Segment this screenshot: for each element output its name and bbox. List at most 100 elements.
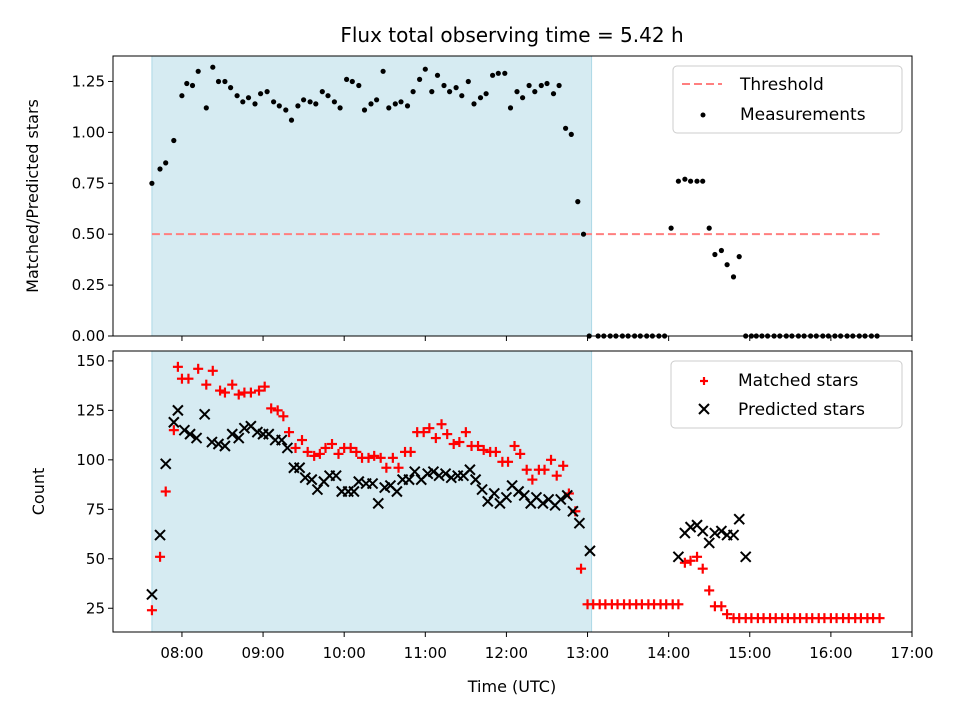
measurement-point bbox=[271, 99, 277, 105]
predicted-star-point bbox=[476, 483, 488, 496]
measurement-point bbox=[507, 105, 514, 111]
matched-star-point bbox=[539, 464, 550, 475]
measurement-point bbox=[245, 95, 252, 101]
predicted-star-point bbox=[464, 464, 476, 476]
matched-star-point bbox=[327, 439, 338, 450]
measurement-point bbox=[526, 82, 532, 89]
matched-star-point bbox=[442, 429, 453, 440]
matched-star-point bbox=[418, 427, 429, 438]
matched-star-point bbox=[333, 448, 344, 459]
predicted-star-point bbox=[715, 525, 728, 537]
matched-star-point bbox=[424, 423, 435, 434]
measurement-point bbox=[459, 93, 465, 99]
measurement-point bbox=[368, 101, 374, 107]
bottom-axes-frame bbox=[112, 350, 913, 633]
measurement-point bbox=[495, 70, 501, 76]
matched-star-point bbox=[478, 444, 489, 455]
predicted-star-point bbox=[500, 491, 513, 504]
matched-star-point bbox=[297, 435, 308, 446]
y-tick-label: 1.00 bbox=[72, 123, 105, 141]
measurement-point bbox=[465, 78, 471, 85]
matched-star-point bbox=[345, 442, 356, 453]
measurement-point bbox=[675, 178, 682, 184]
matched-star-point bbox=[375, 452, 386, 463]
predicted-star-point bbox=[330, 469, 342, 482]
legend-matched-label: Matched stars bbox=[738, 371, 858, 391]
predicted-star-point bbox=[276, 434, 288, 446]
matched-star-point bbox=[448, 439, 459, 450]
matched-star-point bbox=[716, 601, 727, 612]
measurement-point bbox=[313, 101, 319, 107]
matched-star-point bbox=[576, 563, 587, 574]
matched-star-point bbox=[454, 437, 465, 448]
x-tick-label: 12:00 bbox=[485, 644, 528, 662]
bottom-y-axis-label: Count bbox=[29, 468, 48, 516]
measurement-point bbox=[538, 82, 544, 89]
measurement-point bbox=[252, 101, 258, 107]
measurement-point bbox=[568, 131, 574, 137]
matched-star-point bbox=[515, 448, 526, 459]
predicted-stars-points bbox=[146, 404, 752, 601]
measurement-point bbox=[331, 99, 337, 105]
matched-star-point bbox=[546, 454, 557, 465]
measurement-point bbox=[417, 76, 423, 82]
matched-star-point bbox=[381, 462, 392, 473]
matched-star-point bbox=[874, 613, 885, 624]
predicted-star-point bbox=[469, 473, 482, 486]
matched-stars-points bbox=[146, 361, 885, 624]
matched-star-point bbox=[314, 448, 325, 459]
predicted-star-point bbox=[561, 489, 573, 502]
measurement-point bbox=[325, 93, 331, 99]
measurement-point bbox=[410, 89, 416, 95]
matched-star-point bbox=[697, 563, 708, 574]
predicted-star-point bbox=[573, 517, 586, 529]
predicted-star-point bbox=[445, 471, 457, 484]
x-tick-label: 16:00 bbox=[809, 644, 852, 662]
matched-star-point bbox=[309, 450, 320, 461]
measurement-point bbox=[171, 137, 177, 144]
matched-star-point bbox=[679, 557, 690, 568]
measurement-point bbox=[149, 180, 155, 186]
measurement-point bbox=[240, 99, 246, 105]
measurement-point bbox=[730, 274, 737, 280]
matched-star-point bbox=[490, 446, 501, 457]
measurement-point bbox=[163, 160, 169, 166]
measurement-point bbox=[700, 178, 706, 184]
measurement-point bbox=[189, 82, 196, 89]
measurement-point bbox=[264, 89, 270, 95]
y-tick-label: 75 bbox=[86, 500, 105, 518]
matched-star-point bbox=[387, 452, 398, 463]
predicted-star-point bbox=[427, 466, 440, 478]
measurement-point bbox=[276, 103, 282, 109]
measurement-point bbox=[718, 247, 725, 254]
measurement-point bbox=[447, 89, 453, 95]
measurement-point bbox=[398, 99, 404, 105]
matched-star-point bbox=[430, 433, 441, 444]
matched-star-point bbox=[558, 460, 569, 471]
measurement-point bbox=[490, 72, 496, 78]
y-tick-label: 100 bbox=[76, 451, 105, 469]
matched-star-point bbox=[503, 456, 514, 467]
y-tick-label: 0.00 bbox=[72, 327, 105, 345]
measurement-point bbox=[234, 93, 240, 99]
measurement-point bbox=[712, 251, 718, 258]
predicted-star-point bbox=[178, 424, 191, 436]
matched-star-point bbox=[168, 425, 179, 436]
predicted-star-point bbox=[172, 404, 184, 417]
measurement-point bbox=[688, 178, 694, 184]
bottom-observing-span bbox=[151, 350, 593, 633]
matched-star-point bbox=[363, 452, 374, 463]
top-y-axis-label: Matched/Predicted stars bbox=[23, 99, 42, 293]
predicted-star-point bbox=[433, 469, 445, 482]
matched-star-point bbox=[290, 442, 301, 453]
predicted-star-point bbox=[206, 436, 218, 448]
measurement-point bbox=[724, 262, 730, 268]
measurement-point bbox=[556, 82, 562, 89]
matched-star-point bbox=[393, 462, 404, 473]
measurement-point bbox=[210, 64, 216, 70]
top-y-ticks: 0.00 0.25 0.50 0.75 1.00 1.25 bbox=[72, 72, 113, 345]
measurement-point bbox=[349, 78, 355, 85]
measurement-point bbox=[580, 231, 587, 237]
matched-star-point bbox=[201, 379, 212, 390]
measurement-point bbox=[356, 82, 362, 89]
